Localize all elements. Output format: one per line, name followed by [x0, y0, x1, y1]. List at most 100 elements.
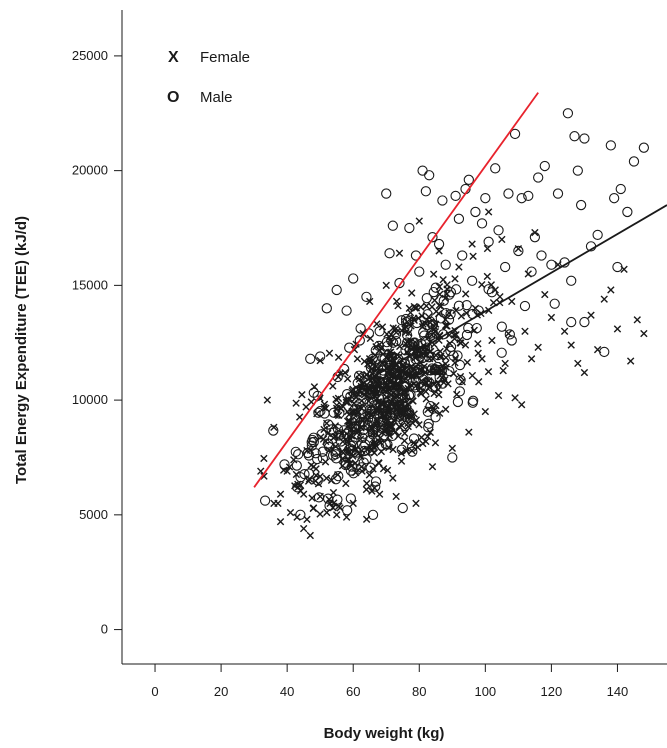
male-marker: [454, 386, 465, 397]
female-marker: [367, 382, 375, 391]
male-marker: [612, 261, 623, 273]
male-marker: [546, 259, 557, 270]
female-marker: [426, 428, 434, 437]
female-marker: [323, 508, 331, 517]
female-marker: [309, 462, 318, 471]
female-marker: [418, 312, 426, 320]
female-marker: [377, 406, 385, 414]
female-marker: [422, 437, 430, 446]
female-marker: [567, 341, 575, 349]
female-marker: [456, 339, 464, 347]
male-marker: [345, 443, 356, 454]
female-marker: [302, 403, 310, 411]
female-marker: [295, 413, 304, 421]
male-marker: [321, 303, 332, 314]
female-marker: [640, 329, 648, 338]
female-marker: [379, 350, 387, 358]
female-marker: [325, 349, 334, 357]
female-marker: [600, 295, 608, 303]
female-marker: [292, 399, 300, 407]
male-marker: [402, 322, 413, 334]
female-marker: [417, 351, 426, 359]
male-marker: [566, 275, 577, 286]
male-marker: [341, 305, 352, 316]
female-marker: [348, 407, 356, 416]
female-marker: [350, 391, 359, 399]
male-marker: [338, 425, 350, 436]
y-tick-label: 20000: [72, 163, 108, 178]
x-tick-label: 100: [474, 684, 496, 699]
female-marker: [508, 297, 516, 306]
female-marker: [376, 433, 385, 442]
female-marker: [511, 394, 519, 402]
female-marker: [434, 379, 442, 388]
x-tick-label: 140: [607, 684, 629, 699]
female-marker: [527, 355, 536, 363]
female-marker: [432, 320, 440, 328]
female-marker: [369, 465, 377, 473]
male-marker: [445, 309, 456, 320]
male-marker: [351, 429, 362, 440]
male-marker: [322, 493, 334, 504]
legend-female-label: Female: [200, 49, 250, 66]
female-marker: [475, 378, 483, 386]
male-marker: [605, 140, 616, 151]
male-marker: [454, 359, 466, 371]
female-marker: [474, 349, 482, 357]
male-marker: [506, 335, 517, 346]
male-marker: [592, 229, 603, 241]
female-marker: [373, 320, 381, 328]
female-marker: [389, 474, 397, 482]
male-marker: [628, 156, 640, 167]
male-marker: [373, 416, 384, 428]
x-tick-label: 0: [151, 684, 158, 699]
male-marker: [384, 248, 395, 259]
male-marker: [361, 453, 372, 465]
x-tick-label: 60: [346, 684, 360, 699]
male-marker: [444, 365, 455, 377]
male-marker: [397, 502, 408, 514]
female-marker: [429, 368, 437, 376]
male-marker: [451, 284, 462, 295]
female-marker: [521, 327, 529, 335]
female-marker: [319, 435, 328, 443]
female-marker: [404, 400, 412, 408]
male-marker: [345, 493, 356, 504]
male-marker: [333, 470, 344, 482]
female-marker: [375, 490, 384, 498]
x-ticks: 0 20 40 60 80 100 120 140: [151, 664, 628, 699]
female-marker: [484, 367, 493, 376]
female-marker: [422, 302, 431, 310]
female-marker: [378, 323, 387, 331]
female-marker: [469, 252, 477, 260]
female-marker: [387, 406, 395, 415]
female-marker: [470, 326, 478, 334]
female-marker: [451, 275, 459, 283]
male-marker: [513, 245, 524, 257]
female-marker: [418, 322, 427, 331]
female-marker: [333, 511, 341, 519]
female-marker: [257, 467, 265, 475]
female-marker: [399, 368, 407, 377]
female-marker: [299, 524, 308, 533]
female-marker: [483, 272, 492, 281]
male-marker: [533, 172, 544, 183]
male-marker: [315, 351, 326, 362]
male-marker: [382, 340, 393, 352]
female-marker: [372, 380, 381, 388]
male-marker: [447, 452, 458, 463]
male-marker: [423, 422, 434, 433]
female-marker: [412, 304, 421, 312]
female-marker: [316, 510, 324, 518]
female-marker: [410, 438, 418, 447]
female-marker: [305, 475, 314, 483]
female-marker: [499, 366, 507, 375]
female-marker: [422, 387, 430, 396]
female-marker: [314, 480, 323, 488]
male-marker: [331, 453, 342, 464]
male-marker: [305, 353, 316, 364]
male-marker: [444, 289, 455, 300]
legend-male-symbol: O: [167, 89, 179, 106]
male-marker: [461, 299, 472, 311]
